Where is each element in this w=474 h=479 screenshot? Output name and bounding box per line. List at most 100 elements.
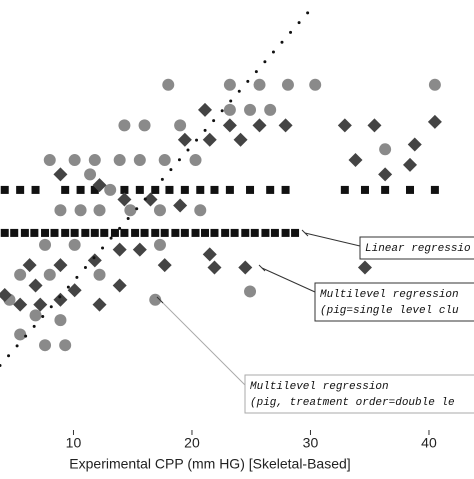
leader-tick: [156, 296, 164, 304]
annotation-text: Multilevel regression: [320, 289, 459, 301]
point: [81, 228, 90, 237]
point: [196, 185, 205, 194]
point: [41, 228, 50, 237]
annotation-text: Multilevel regression: [250, 381, 389, 393]
point: [131, 228, 140, 237]
point: [246, 185, 255, 194]
point: [120, 228, 129, 237]
point: [30, 228, 39, 237]
point: [70, 228, 79, 237]
point: [93, 268, 106, 281]
leader-tick: [258, 264, 266, 272]
point: [171, 228, 180, 237]
point: [233, 132, 248, 147]
point: [223, 78, 236, 91]
point: [174, 119, 187, 132]
point: [202, 132, 217, 147]
annotation-box: [314, 282, 474, 322]
point: [112, 278, 127, 293]
plot-area: [0, 8, 442, 367]
point: [14, 328, 27, 341]
point: [76, 185, 85, 194]
point: [92, 297, 107, 312]
point: [194, 204, 207, 217]
point: [360, 185, 369, 194]
point: [100, 228, 109, 237]
point: [68, 154, 81, 167]
point: [67, 283, 82, 298]
point: [367, 118, 382, 133]
point: [223, 103, 236, 116]
point: [39, 339, 52, 352]
point: [120, 185, 129, 194]
point: [90, 185, 99, 194]
point: [113, 154, 126, 167]
point: [210, 228, 219, 237]
point: [90, 228, 99, 237]
point: [241, 228, 250, 237]
point: [221, 228, 230, 237]
point: [191, 228, 200, 237]
point: [117, 192, 132, 207]
point: [337, 118, 352, 133]
point: [133, 154, 146, 167]
point: [0, 185, 9, 194]
point: [162, 78, 175, 91]
point: [281, 185, 290, 194]
point: [230, 228, 239, 237]
point: [43, 268, 56, 281]
annotation-box: [359, 236, 474, 260]
point: [270, 228, 279, 237]
point: [39, 238, 52, 251]
point: [84, 168, 97, 181]
point: [33, 297, 48, 312]
x-tick-label: 40: [421, 435, 437, 451]
point: [135, 185, 144, 194]
point: [157, 258, 172, 273]
point: [61, 228, 70, 237]
point: [138, 119, 151, 132]
point: [357, 260, 372, 275]
point: [104, 183, 117, 196]
point: [189, 154, 202, 167]
point: [61, 185, 70, 194]
point: [177, 132, 192, 147]
point: [250, 228, 259, 237]
point: [348, 153, 363, 168]
point: [13, 297, 28, 312]
point: [238, 260, 253, 275]
point: [202, 247, 217, 262]
point: [88, 154, 101, 167]
annotation-text: Linear regressio: [365, 243, 471, 255]
annotation-box: [244, 374, 474, 414]
point: [54, 204, 67, 217]
point: [151, 185, 160, 194]
point: [406, 185, 415, 194]
point: [201, 228, 210, 237]
point: [252, 118, 267, 133]
x-axis-label: Experimental CPP (mm HG) [Skeletal-Based…: [69, 456, 350, 472]
point: [430, 185, 439, 194]
point: [291, 228, 300, 237]
point: [379, 143, 392, 156]
point: [87, 253, 102, 268]
point: [110, 228, 119, 237]
point: [31, 185, 40, 194]
point: [92, 178, 107, 193]
point: [143, 192, 158, 207]
point: [165, 185, 174, 194]
x-tick-label: 10: [66, 435, 82, 451]
point: [180, 228, 189, 237]
point: [264, 103, 277, 116]
leader-line: [261, 267, 316, 293]
point: [403, 157, 418, 172]
point: [407, 137, 422, 152]
point: [0, 288, 12, 303]
x-tick-label: 30: [303, 435, 319, 451]
point: [225, 185, 234, 194]
point: [0, 228, 9, 237]
point: [210, 185, 219, 194]
point: [28, 278, 43, 293]
point: [281, 228, 290, 237]
